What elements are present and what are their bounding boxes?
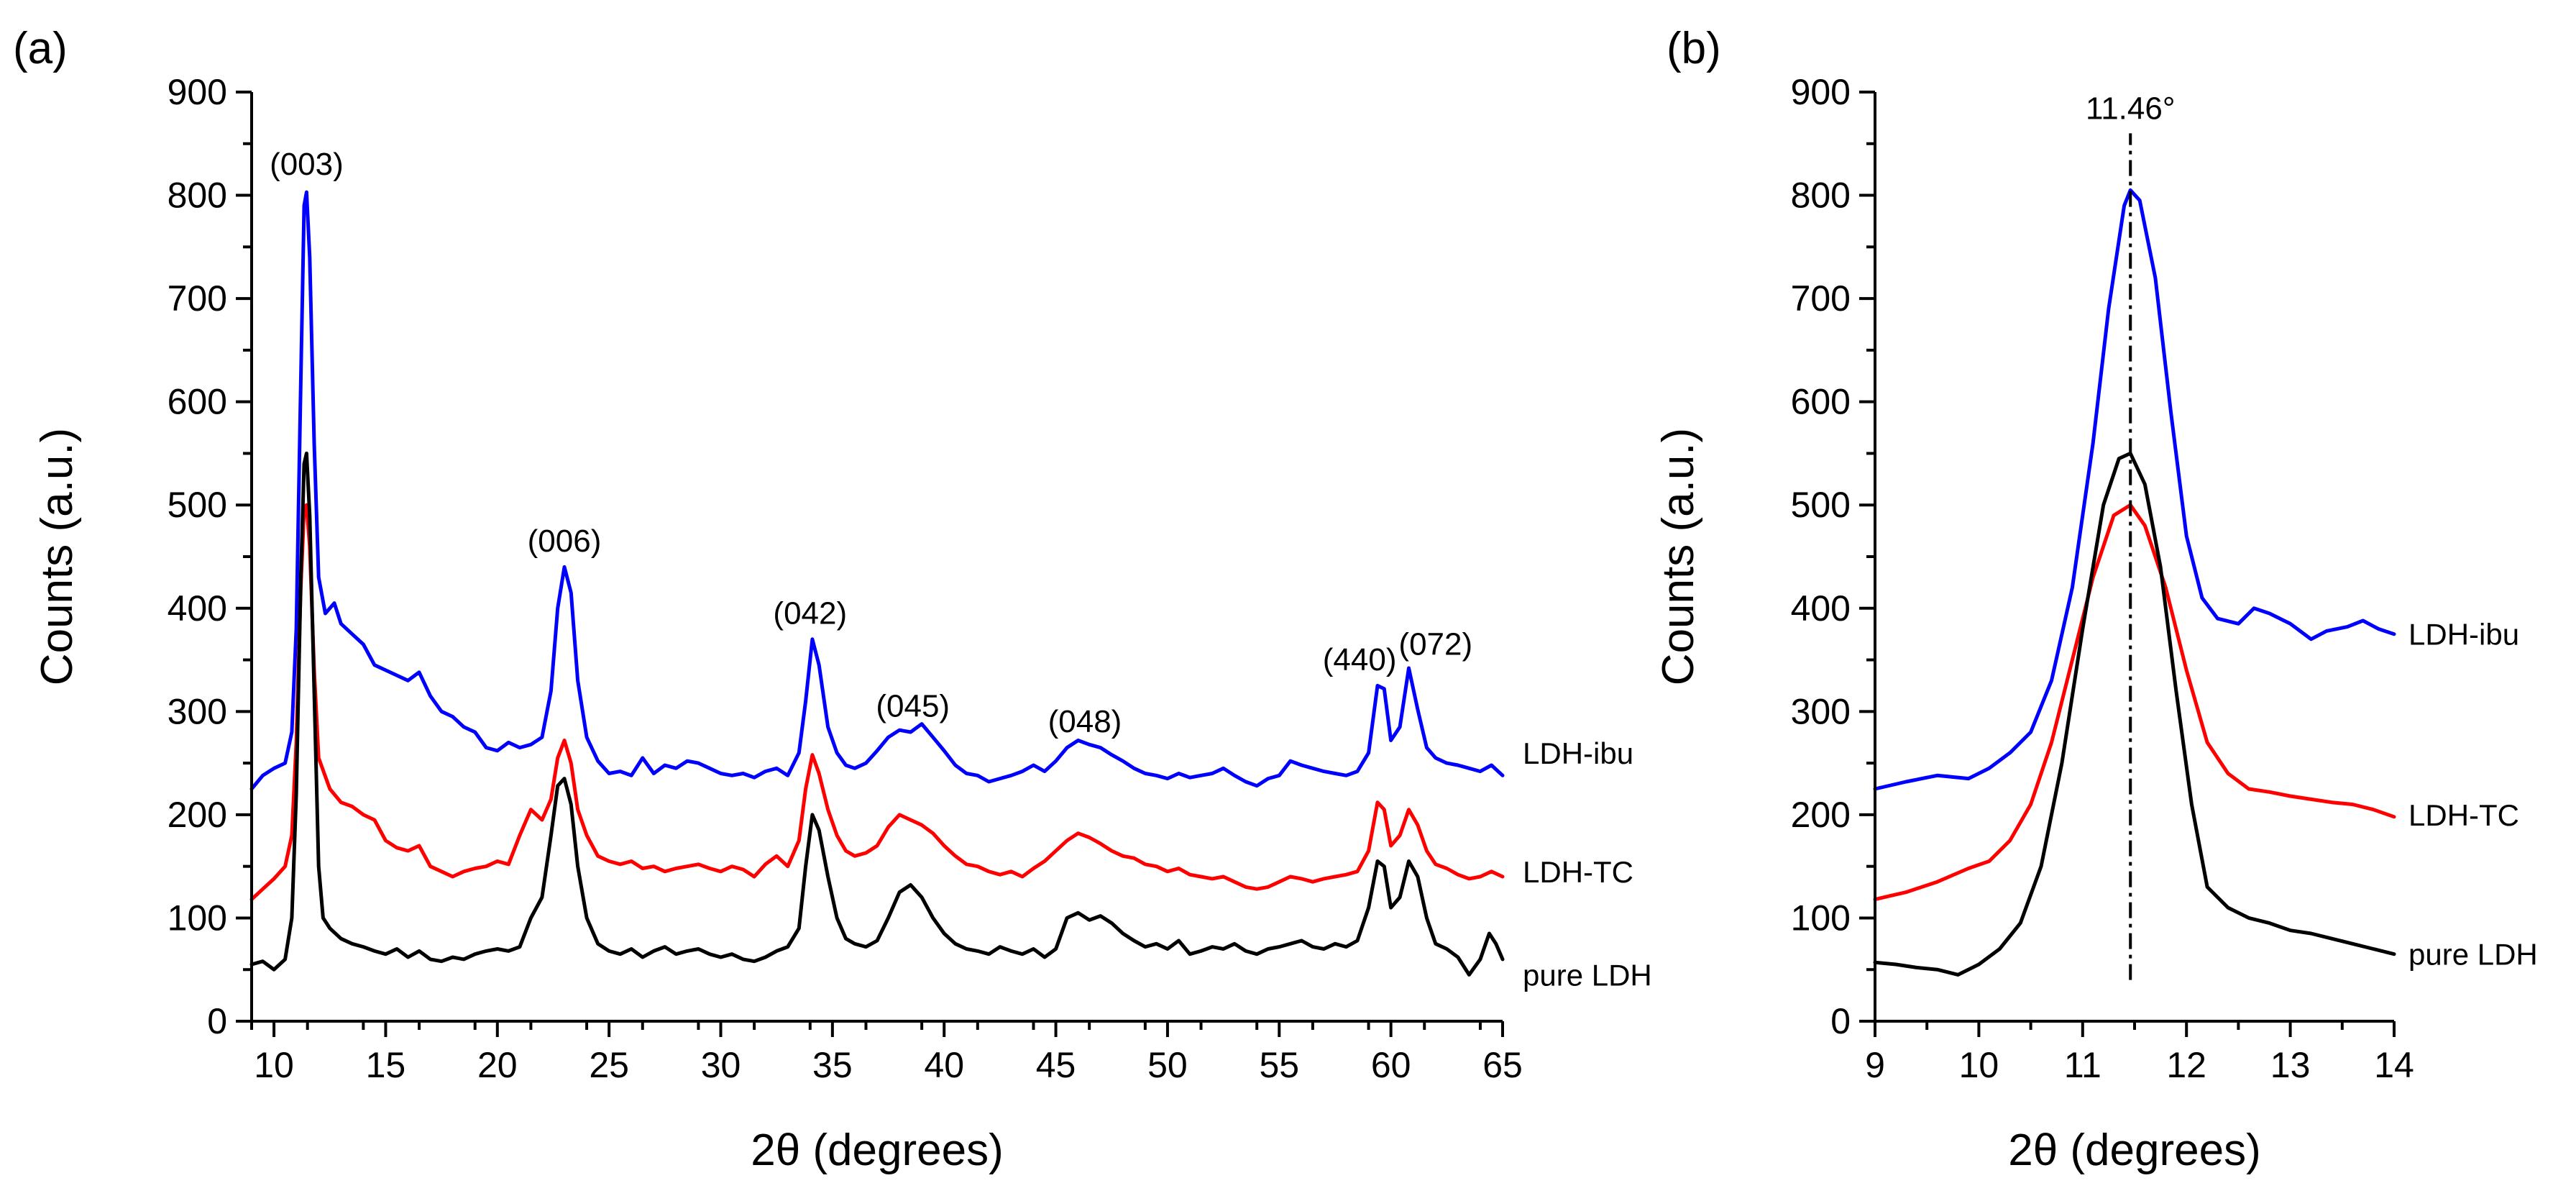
panel-a-y-tick-label: 700 (168, 278, 227, 319)
panel-a-peak-label: (003) (270, 147, 344, 182)
panel-a-x-axis-title: 2θ (degrees) (751, 1125, 1004, 1175)
panel-a-series-label: LDH-ibu (1523, 736, 1633, 770)
panel-a-y-tick-label: 500 (168, 485, 227, 525)
panel-a-y-tick-label: 900 (168, 72, 227, 112)
panel-a-x-tick-label: 15 (366, 1045, 406, 1085)
panel-b-x-tick-label: 12 (2166, 1045, 2206, 1085)
panel-b-y-tick-label: 100 (1791, 898, 1851, 938)
panel-b-series-line-ldh-tc (1873, 503, 2396, 902)
panel-a-x-tick-label: 25 (589, 1045, 629, 1085)
panel-a-x-tick-label: 65 (1482, 1045, 1523, 1085)
panel-a-y-tick-label: 100 (168, 898, 227, 938)
panel-b-y-tick-label: 200 (1791, 795, 1851, 835)
panel-b-y-tick-label: 0 (1830, 1001, 1851, 1041)
panel-b-x-tick-label: 13 (2270, 1045, 2311, 1085)
panel-a-series-line-pure-ldh (249, 451, 1505, 977)
panel-a-y-tick-label: 200 (168, 795, 227, 835)
panel-b-y-tick-label: 400 (1791, 588, 1851, 629)
panel-a-series-line-ldh-tc (249, 503, 1505, 902)
panel-a-series-label: pure LDH (1523, 958, 1652, 992)
panel-a-series-line-ldh-ibu (249, 190, 1505, 791)
panel-b-y-tick-label: 300 (1791, 691, 1851, 731)
panel-b-y-tick-label: 800 (1791, 175, 1851, 216)
panel-b-series-label: LDH-ibu (2408, 618, 2519, 652)
panel-a-peak-label: (440) (1323, 642, 1397, 677)
panel-a-x-tick-label: 35 (812, 1045, 853, 1085)
panel-a-peak-label: (048) (1048, 704, 1122, 739)
panel-a-x-tick-label: 55 (1259, 1045, 1299, 1085)
panel-a-y-tick-label: 300 (168, 691, 227, 731)
panel-b-y-tick-label: 900 (1791, 72, 1851, 112)
panel-b-y-tick-label: 500 (1791, 485, 1851, 525)
panel-b-x-tick-label: 10 (1959, 1045, 1999, 1085)
panel-a-series-label: LDH-TC (1523, 855, 1633, 889)
panel-b-x-tick-label: 9 (1865, 1045, 1885, 1085)
panel-b-peak-marker-label: 11.46° (2086, 91, 2175, 126)
panel-a-y-axis-title: Counts (a.u.) (32, 428, 82, 685)
panel-a-label: (a) (13, 24, 68, 73)
panel-b-x-axis-title: 2θ (degrees) (2008, 1125, 2261, 1175)
panel-a-y-tick-label: 0 (207, 1001, 227, 1041)
panel-a-x-tick-label: 40 (924, 1045, 964, 1085)
panel-b-series-line-ldh-ibu (1873, 188, 2396, 791)
panel-b-y-tick-label: 700 (1791, 278, 1851, 319)
panel-a-x-tick-label: 60 (1371, 1045, 1411, 1085)
panel-a-x-tick-label: 30 (701, 1045, 741, 1085)
panel-b-y-axis-title: Counts (a.u.) (1654, 428, 1703, 685)
panel-b-y-tick-label: 600 (1791, 382, 1851, 422)
panel-a-x-tick-label: 20 (477, 1045, 518, 1085)
panel-a-y-tick-label: 600 (168, 382, 227, 422)
panel-b-series-label: LDH-TC (2408, 798, 2519, 832)
panel-b-series-line-pure-ldh (1873, 451, 2396, 977)
panel-a-x-tick-label: 10 (254, 1045, 294, 1085)
panel-a-y-tick-label: 400 (168, 588, 227, 629)
panel-b-x-tick-label: 14 (2374, 1045, 2414, 1085)
panel-a-x-tick-label: 45 (1036, 1045, 1076, 1085)
panel-a-x-tick-label: 50 (1147, 1045, 1188, 1085)
panel-a-y-tick-label: 800 (168, 175, 227, 216)
panel-a-peak-label: (006) (528, 524, 602, 559)
panel-a-peak-label: (072) (1398, 626, 1472, 662)
panel-a-peak-label: (042) (773, 595, 847, 631)
panel-a-peak-label: (045) (876, 689, 950, 724)
panel-b-series-label: pure LDH (2408, 938, 2538, 972)
panel-b-label: (b) (1667, 24, 1721, 73)
panel-b-x-tick-label: 11 (2064, 1045, 2101, 1085)
